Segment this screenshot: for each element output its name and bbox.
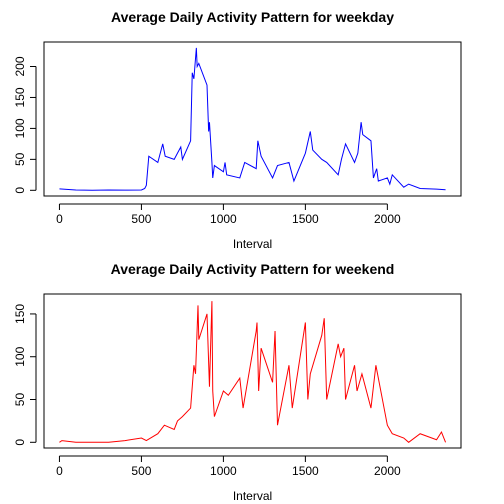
y-tick-label: 100 xyxy=(13,346,27,366)
y-tick-label: 100 xyxy=(13,118,27,138)
x-tick-label: 0 xyxy=(56,212,63,226)
y-tick-label: 0 xyxy=(13,439,27,446)
x-tick-label: 500 xyxy=(131,212,151,226)
plot-box xyxy=(43,41,462,197)
data-line xyxy=(59,301,447,443)
plot-box xyxy=(43,293,462,449)
x-tick-label: 1000 xyxy=(210,464,237,478)
x-tick-label: 2000 xyxy=(374,212,401,226)
x-axis-label: Interval xyxy=(233,237,272,251)
x-tick-label: 1500 xyxy=(292,464,319,478)
y-tick-label: 0 xyxy=(13,187,27,194)
y-tick-label: 50 xyxy=(13,152,27,166)
y-tick-label: 150 xyxy=(13,87,27,107)
data-line xyxy=(59,47,446,191)
y-tick-label: 200 xyxy=(13,56,27,76)
x-tick-label: 1000 xyxy=(210,212,237,226)
x-tick-label: 0 xyxy=(56,464,63,478)
x-tick-label: 500 xyxy=(131,464,151,478)
y-tick-label: 150 xyxy=(13,304,27,324)
x-tick-label: 2000 xyxy=(374,464,401,478)
y-tick-label: 50 xyxy=(13,393,27,407)
x-axis-label: Interval xyxy=(233,489,272,503)
x-tick-label: 1500 xyxy=(292,212,319,226)
chart-title: Average Daily Activity Pattern for weekd… xyxy=(111,9,394,25)
chart-title: Average Daily Activity Pattern for weeke… xyxy=(111,261,395,277)
